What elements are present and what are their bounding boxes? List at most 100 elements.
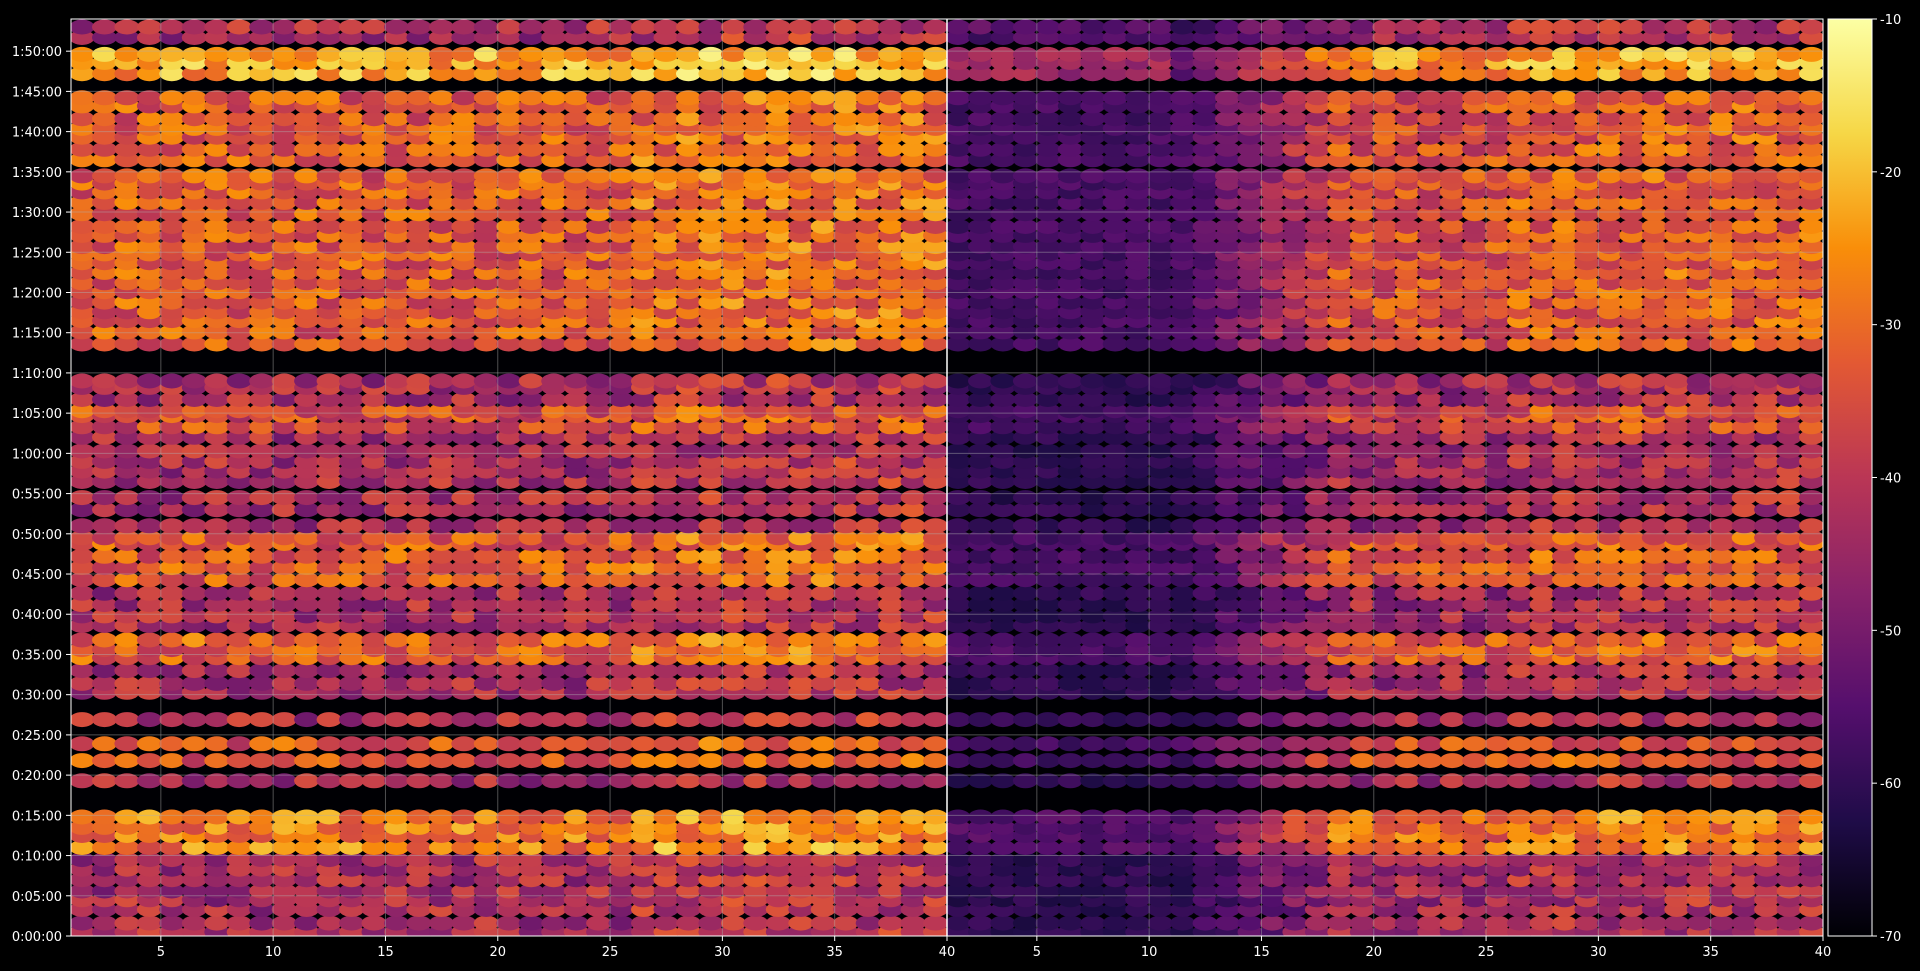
heatmap-cell [1080, 336, 1106, 352]
heatmap-cell [1057, 518, 1083, 534]
heatmap-cell [765, 429, 791, 445]
heatmap-cell [339, 663, 364, 679]
heatmap-cell [923, 753, 947, 769]
heatmap-cell [541, 872, 567, 888]
heatmap-cell [496, 90, 522, 106]
heatmap-cell [71, 336, 95, 352]
heatmap-cell [92, 324, 117, 340]
heatmap-cell [1215, 852, 1240, 868]
heatmap-cell [810, 403, 836, 419]
heatmap-cell [1574, 474, 1600, 489]
heatmap-cell [788, 840, 814, 855]
heatmap-cell [204, 663, 230, 679]
heatmap-cell [271, 194, 297, 210]
heatmap-cell [204, 530, 230, 546]
heatmap-cell [406, 883, 432, 899]
heatmap-cell [316, 915, 342, 931]
heatmap-cell [1417, 453, 1443, 469]
heatmap-cell [765, 502, 791, 518]
heatmap-cell [1507, 560, 1532, 576]
heatmap-cell [406, 852, 432, 868]
heatmap-cell [1012, 872, 1038, 888]
heatmap-cell [720, 168, 746, 184]
heatmap-cell [676, 66, 701, 82]
heatmap-cell [339, 548, 364, 564]
heatmap-cell [765, 219, 791, 234]
heatmap-cell [1327, 490, 1353, 506]
heatmap-cell [406, 915, 432, 931]
heatmap-cell [1080, 809, 1106, 825]
heatmap-cell [1507, 572, 1532, 588]
heatmap-cell [1080, 736, 1106, 752]
heatmap-cell [1102, 712, 1128, 728]
heatmap-cell [765, 819, 791, 835]
heatmap-cell [271, 712, 297, 728]
heatmap-cell [1574, 872, 1600, 888]
heatmap-cell [1596, 736, 1622, 752]
heatmap-cell [968, 530, 993, 546]
heatmap-cell [923, 518, 947, 534]
heatmap-cell [159, 111, 185, 127]
heatmap-cell [1507, 872, 1532, 888]
heatmap-cell [1304, 453, 1330, 469]
heatmap-cell [1754, 502, 1780, 518]
heatmap-cell [563, 419, 589, 435]
heatmap-cell [339, 419, 364, 435]
heatmap-cell [339, 632, 364, 648]
heatmap-cell [1709, 560, 1735, 576]
heatmap-cell [1596, 453, 1622, 469]
heatmap-cell [1417, 443, 1443, 459]
heatmap-cell [1057, 736, 1083, 752]
heatmap-cell [159, 453, 185, 469]
heatmap-cell [990, 840, 1016, 855]
heatmap-cell [1080, 852, 1106, 868]
heatmap-cell [1125, 819, 1151, 835]
heatmap-cell [136, 443, 162, 459]
heatmap-cell [1709, 443, 1735, 459]
heatmap-cell [181, 403, 207, 419]
heatmap-cell [428, 608, 454, 624]
heatmap-cell [923, 840, 947, 855]
heatmap-cell [339, 530, 364, 546]
heatmap-cell [1147, 275, 1173, 291]
heatmap-cell [1417, 474, 1443, 489]
heatmap-cell [1372, 548, 1398, 564]
heatmap-cell [1596, 403, 1622, 419]
heatmap-cell [541, 46, 567, 62]
heatmap-cell [878, 152, 904, 168]
heatmap-cell [339, 518, 364, 534]
heatmap-cell [1035, 530, 1061, 546]
heatmap-cell [586, 194, 612, 210]
heatmap-cell [204, 753, 230, 769]
heatmap-cell [563, 206, 589, 222]
heatmap-cell [473, 46, 499, 62]
heatmap-cell [1439, 915, 1465, 931]
heatmap-cell [1349, 585, 1375, 601]
heatmap-cell [159, 194, 185, 210]
heatmap-cell [1102, 585, 1128, 601]
heatmap-cell [676, 490, 701, 506]
heatmap-cell [92, 548, 117, 564]
heatmap-cell [384, 419, 409, 435]
heatmap-cell [653, 736, 679, 752]
heatmap-cell [518, 915, 544, 931]
heatmap-cell [855, 111, 881, 127]
heatmap-cell [1327, 712, 1353, 728]
heatmap-cell [136, 373, 162, 389]
heatmap-cell [1304, 585, 1330, 601]
heatmap-cell [765, 453, 791, 469]
heatmap-cell [1327, 597, 1353, 613]
heatmap-cell [1192, 915, 1218, 931]
heatmap-cell [1304, 518, 1330, 534]
heatmap-cell [473, 490, 499, 506]
heatmap-cell [1394, 429, 1420, 445]
heatmap-cell [631, 753, 656, 769]
heatmap-cell [1304, 632, 1330, 648]
heatmap-cell [384, 19, 409, 35]
heatmap-cell [1012, 663, 1038, 679]
heatmap-cell [1484, 502, 1510, 518]
heatmap-cell [136, 474, 162, 489]
heatmap-cell [1260, 712, 1285, 728]
heatmap-cell [428, 736, 454, 752]
heatmap-cell [136, 392, 162, 407]
